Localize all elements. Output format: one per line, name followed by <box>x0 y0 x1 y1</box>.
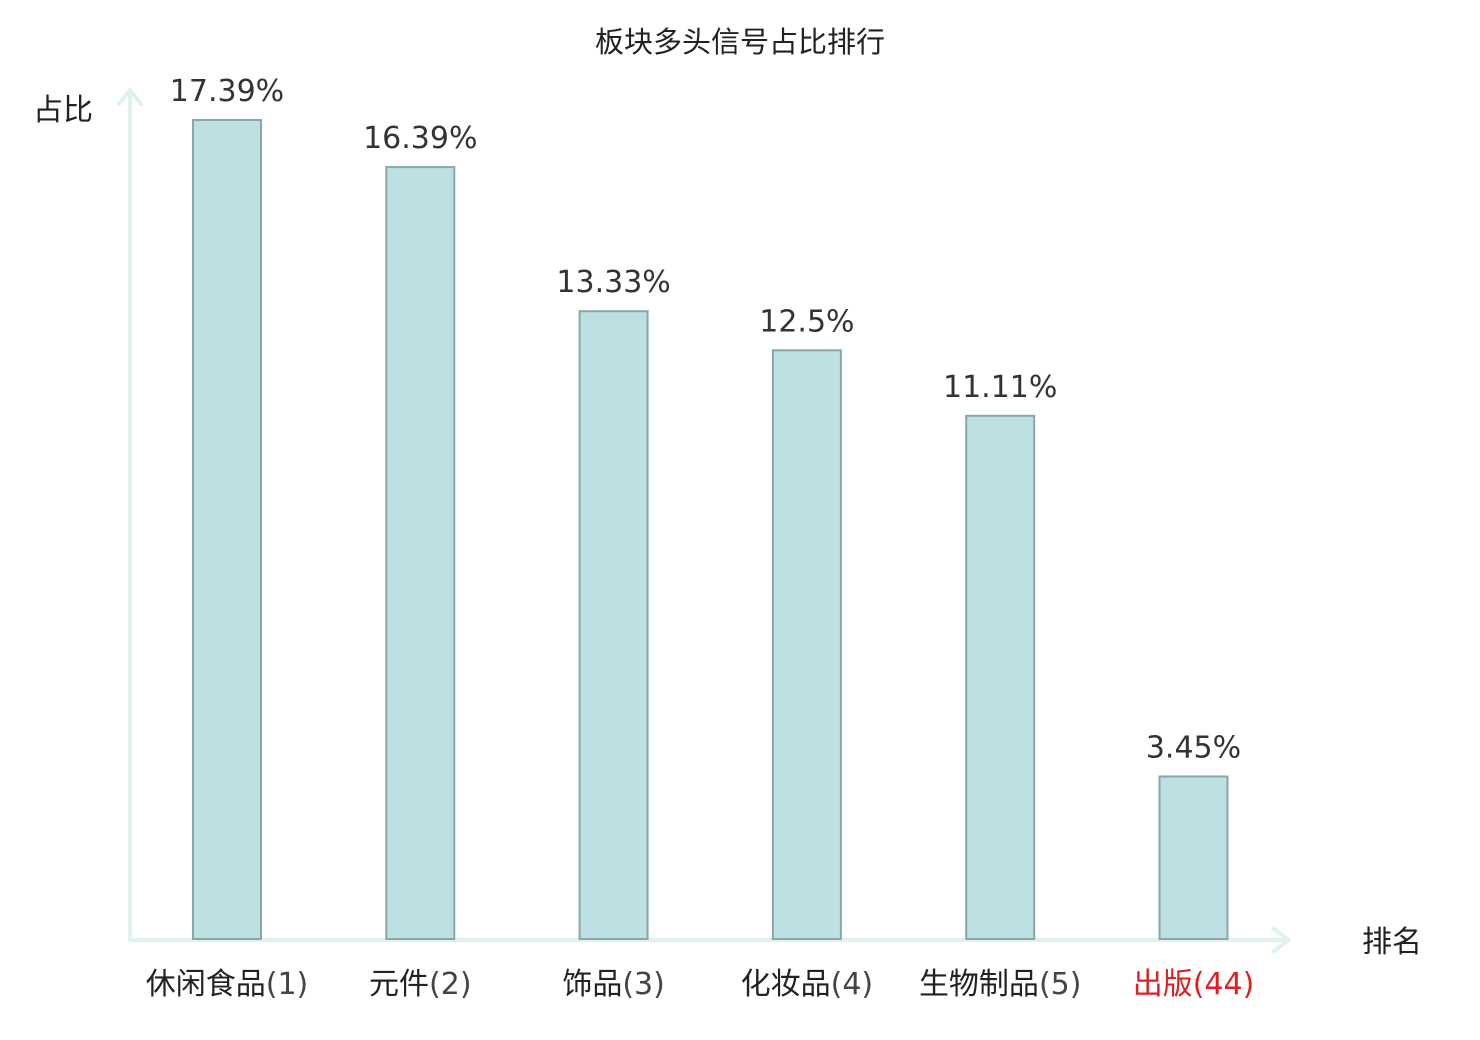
bar <box>771 349 842 940</box>
x-tick-label: 休闲食品(1) <box>146 967 309 1002</box>
x-axis-arrow <box>1272 927 1291 953</box>
x-tick-name: 生物制品 <box>919 967 1039 1002</box>
x-tick-label: 生物制品(5) <box>919 967 1081 1002</box>
bar <box>385 166 456 941</box>
x-tick-rank: (1) <box>266 967 309 1002</box>
bar <box>1158 775 1229 940</box>
y-axis-arrow <box>117 88 143 106</box>
bar-value-label: 12.5% <box>759 304 854 339</box>
category-label-group: 休闲食品(1) 元件(2) 饰品(3) 化妆品(4) 生物制品(5) 出版(44) <box>146 967 1255 1002</box>
bar-value-label: 11.11% <box>943 370 1057 405</box>
x-tick-label: 出版(44) <box>1133 967 1255 1002</box>
bar-value-label: 3.45% <box>1146 731 1241 766</box>
bar-value-label: 13.33% <box>556 265 670 300</box>
x-tick-name: 元件 <box>369 967 429 1002</box>
x-tick-label: 化妆品(4) <box>741 967 874 1002</box>
x-tick-name: 饰品 <box>562 967 622 1002</box>
x-tick-name: 出版 <box>1133 967 1193 1002</box>
x-tick-label: 元件(2) <box>369 967 472 1002</box>
bar-value-label: 17.39% <box>170 74 284 109</box>
x-tick-label: 饰品(3) <box>562 967 665 1002</box>
x-tick-rank: (2) <box>429 967 472 1002</box>
x-tick-name: 休闲食品 <box>146 967 266 1002</box>
x-tick-rank: (3) <box>622 967 665 1002</box>
x-tick-rank: (5) <box>1039 967 1082 1002</box>
x-axis-label: 排名 <box>1362 925 1422 960</box>
bar-group <box>192 119 1229 941</box>
bar <box>965 414 1036 940</box>
x-tick-rank: (44) <box>1193 967 1255 1002</box>
x-tick-rank: (4) <box>831 967 874 1002</box>
value-label-group: 17.39% 16.39% 13.33% 12.5% 11.11% 3.45% <box>170 74 1241 766</box>
y-axis-label: 占比 <box>33 93 93 128</box>
bar <box>578 310 649 940</box>
bar-value-label: 16.39% <box>363 121 477 156</box>
bar <box>192 119 262 940</box>
chart-title: 板块多头信号占比排行 <box>595 25 885 59</box>
x-tick-name: 化妆品 <box>741 967 831 1002</box>
